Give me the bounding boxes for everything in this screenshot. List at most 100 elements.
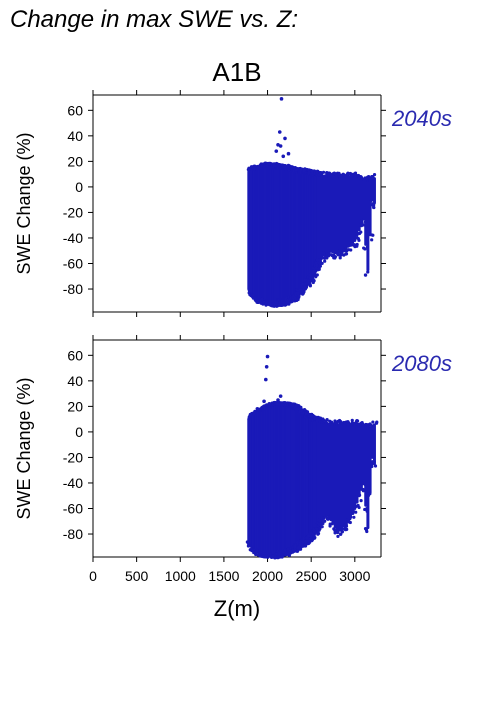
y-tick-label: 0 — [75, 424, 83, 440]
data-point — [285, 300, 289, 305]
data-point — [272, 304, 276, 308]
data-point — [317, 522, 322, 526]
data-point — [333, 531, 337, 535]
data-point — [283, 136, 287, 141]
scatter-points — [245, 354, 379, 560]
y-axis-title: SWE Change (%) — [14, 132, 34, 274]
figure-title: Change in max SWE vs. Z: — [10, 6, 298, 33]
data-point — [360, 218, 364, 222]
data-point — [318, 258, 322, 263]
y-tick-label: -20 — [63, 204, 83, 220]
y-tick-label: 20 — [67, 398, 83, 414]
data-point — [346, 172, 350, 176]
data-point — [337, 249, 341, 254]
data-point — [350, 418, 354, 422]
data-point — [354, 173, 358, 178]
data-point — [349, 515, 353, 519]
data-point — [341, 172, 345, 176]
data-point — [315, 527, 319, 531]
data-point — [368, 427, 372, 431]
data-point — [315, 273, 319, 277]
data-point — [293, 545, 297, 549]
data-point — [363, 273, 368, 277]
data-point — [359, 498, 363, 503]
data-point — [338, 528, 342, 532]
data-point — [370, 464, 374, 469]
data-point — [320, 261, 324, 266]
data-point — [355, 231, 359, 235]
data-point — [354, 510, 358, 514]
panel-label: 2080s — [391, 351, 452, 376]
data-point — [369, 199, 373, 203]
data-point — [291, 298, 295, 303]
data-point — [357, 238, 361, 242]
panel-2080s: -80 -60 -40 -20 0 20 40 60 0 500 1000 1500 2000 2500 3… — [14, 335, 452, 584]
data-point — [361, 487, 365, 492]
y-tick-label: -80 — [63, 526, 83, 542]
data-point — [368, 492, 372, 496]
data-point — [331, 174, 335, 178]
data-point — [320, 525, 324, 529]
data-point — [355, 419, 360, 423]
data-point — [359, 177, 363, 181]
data-point — [359, 230, 363, 234]
y-tick-label: -60 — [63, 500, 83, 516]
data-point — [321, 418, 326, 422]
data-point — [352, 243, 356, 247]
data-point — [328, 522, 332, 526]
data-point — [265, 354, 270, 359]
data-point — [278, 394, 283, 398]
data-point — [292, 549, 296, 553]
y-tick-label: 0 — [75, 179, 83, 195]
data-point — [370, 233, 374, 237]
data-point — [300, 289, 304, 293]
x-tick-label: 0 — [89, 568, 97, 584]
y-tick-label: 40 — [67, 128, 83, 144]
data-point — [330, 254, 334, 258]
data-point — [277, 130, 282, 134]
data-point — [372, 173, 377, 177]
y-tick-label: 60 — [67, 347, 83, 363]
data-point — [325, 418, 329, 422]
data-point — [346, 518, 351, 522]
data-point — [349, 243, 353, 247]
panel-label: 2040s — [391, 106, 452, 131]
data-point — [279, 97, 284, 101]
data-point — [373, 464, 378, 468]
data-point — [321, 251, 326, 255]
data-point — [327, 174, 331, 178]
data-point — [317, 267, 321, 271]
data-point — [346, 420, 350, 424]
data-point — [316, 529, 320, 534]
scatter-points — [246, 97, 377, 308]
data-point — [262, 399, 266, 404]
data-point — [361, 423, 365, 427]
data-point — [361, 482, 365, 486]
data-point — [340, 252, 344, 256]
data-point — [321, 170, 326, 174]
data-point — [306, 534, 311, 538]
data-point — [350, 174, 354, 178]
data-point — [336, 530, 340, 535]
x-tick-label: 1000 — [165, 568, 196, 584]
y-tick-label: -60 — [63, 255, 83, 271]
data-point — [318, 172, 322, 177]
data-point — [333, 256, 337, 260]
data-point — [326, 517, 330, 521]
data-point — [264, 365, 269, 369]
y-tick-label: -40 — [63, 230, 83, 246]
data-point — [268, 302, 273, 306]
x-axis-title: Z(m) — [214, 596, 260, 621]
data-point — [335, 421, 339, 425]
data-point — [357, 493, 362, 497]
data-point — [338, 256, 342, 260]
data-point — [371, 203, 375, 207]
data-point — [324, 421, 329, 425]
data-point — [364, 528, 369, 532]
data-point — [323, 519, 327, 523]
data-point — [352, 515, 356, 519]
data-point — [311, 270, 315, 275]
y-tick-label: 60 — [67, 102, 83, 118]
data-point — [315, 264, 319, 268]
data-point — [304, 539, 308, 544]
